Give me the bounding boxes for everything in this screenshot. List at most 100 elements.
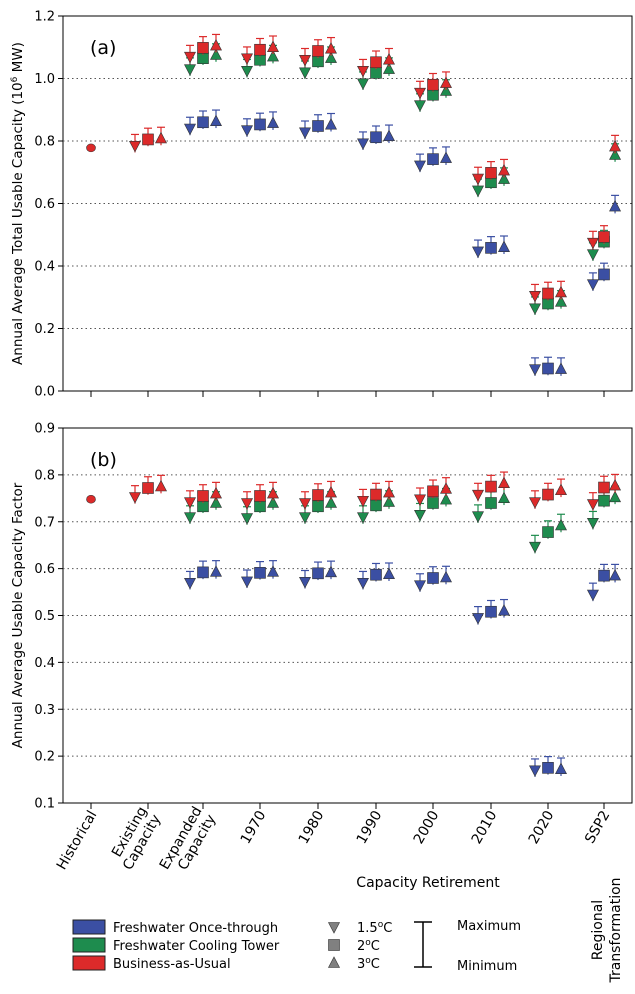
legend-warming: 1.5oC 2oC 3oC bbox=[328, 920, 392, 972]
data-point bbox=[440, 151, 452, 163]
x-tick-label: 2020 bbox=[526, 808, 558, 847]
data-point bbox=[184, 64, 196, 76]
data-point bbox=[555, 295, 567, 307]
data-point bbox=[267, 496, 279, 508]
data-point bbox=[241, 513, 253, 525]
data-point bbox=[414, 100, 426, 112]
data-point bbox=[142, 133, 154, 146]
data-point bbox=[325, 51, 337, 63]
data-point bbox=[155, 479, 167, 492]
data-point bbox=[299, 512, 311, 524]
legend-series: Freshwater Once-through Freshwater Coolin… bbox=[72, 919, 280, 972]
data-point bbox=[472, 246, 484, 259]
legend-warming-label: 3oC bbox=[357, 956, 380, 972]
legend-swatch bbox=[72, 919, 106, 935]
y-tick-label: 0.1 bbox=[34, 797, 55, 812]
data-point bbox=[472, 489, 484, 502]
y-tick-label: 0.0 bbox=[34, 385, 55, 400]
data-point bbox=[299, 55, 311, 67]
data-point bbox=[485, 480, 497, 493]
data-point bbox=[299, 498, 311, 510]
data-point bbox=[383, 62, 395, 74]
y-axis-label: Annual Average Usable Capacity Factor bbox=[10, 482, 26, 748]
data-point bbox=[299, 67, 311, 79]
data-point bbox=[357, 495, 369, 508]
legend-warming-marker bbox=[328, 956, 340, 968]
data-point bbox=[357, 78, 369, 90]
data-point bbox=[241, 125, 253, 137]
data-point bbox=[498, 240, 510, 252]
data-point bbox=[254, 567, 266, 579]
x-tick-label: ExistingCapacity bbox=[106, 804, 164, 873]
data-point bbox=[241, 498, 253, 510]
data-point bbox=[197, 490, 209, 502]
data-point bbox=[370, 56, 382, 69]
data-point bbox=[299, 127, 311, 139]
data-point bbox=[267, 565, 279, 577]
data-point bbox=[357, 577, 369, 590]
data-point bbox=[155, 131, 167, 144]
data-point bbox=[609, 199, 622, 212]
data-point bbox=[440, 482, 452, 494]
legend-warming-marker bbox=[328, 922, 340, 934]
y-tick-label: 0.2 bbox=[34, 750, 55, 765]
data-point bbox=[210, 38, 222, 51]
data-point bbox=[241, 53, 253, 65]
data-point bbox=[210, 496, 222, 508]
data-point bbox=[312, 45, 324, 57]
data-point bbox=[210, 114, 222, 127]
x-tick-label: ExpandedCapacity bbox=[157, 804, 220, 881]
data-point bbox=[414, 87, 426, 100]
data-point bbox=[555, 285, 567, 298]
data-point bbox=[383, 495, 395, 507]
data-point bbox=[267, 49, 279, 62]
data-point bbox=[472, 613, 484, 625]
data-point bbox=[609, 139, 622, 152]
data-point bbox=[325, 496, 337, 508]
y-tick-label: 1.2 bbox=[34, 10, 55, 25]
data-point bbox=[440, 493, 452, 505]
y-tick-label: 0.7 bbox=[34, 515, 55, 530]
xlabel-regional-transformation: Regional Transformation bbox=[590, 877, 624, 983]
data-point bbox=[254, 43, 266, 56]
y-tick-label: 0.6 bbox=[34, 562, 55, 577]
data-point bbox=[529, 541, 541, 554]
data-point bbox=[299, 577, 311, 589]
data-point bbox=[370, 488, 382, 501]
data-point bbox=[427, 572, 439, 584]
panel-label: (b) bbox=[90, 449, 117, 471]
data-point bbox=[555, 483, 567, 496]
xlabel-regional-line1: Regional bbox=[590, 900, 606, 960]
data-point bbox=[414, 580, 426, 592]
data-point bbox=[598, 569, 610, 582]
data-point bbox=[440, 76, 452, 88]
panel-a: 0.0 0.2 0.4 0.6 0.8 1.0 1.2 (a) Annual Average T… bbox=[10, 10, 633, 400]
data-point bbox=[129, 140, 141, 153]
data-point bbox=[312, 500, 324, 513]
data-point bbox=[184, 512, 196, 524]
x-tick-label: SSP2 bbox=[582, 808, 613, 846]
xlabel-regional-line2: Transformation bbox=[608, 877, 624, 983]
data-point bbox=[472, 511, 484, 523]
data-point bbox=[312, 567, 324, 580]
data-point bbox=[542, 762, 554, 774]
legend-series-label: Business-as-Usual bbox=[113, 957, 231, 972]
data-point bbox=[529, 303, 541, 315]
data-point bbox=[498, 491, 510, 504]
data-point bbox=[498, 604, 510, 616]
data-point bbox=[609, 148, 622, 160]
panel-label: (a) bbox=[90, 37, 116, 59]
y-tick-label: 0.5 bbox=[34, 609, 55, 624]
x-axis: Historical ExistingCapacityExpandedCapaci… bbox=[54, 391, 613, 881]
data-point bbox=[555, 762, 567, 774]
data-point bbox=[241, 65, 253, 78]
data-point bbox=[383, 129, 395, 142]
data-point bbox=[267, 40, 279, 52]
data-point bbox=[414, 494, 426, 506]
data-point bbox=[357, 138, 369, 150]
data-point bbox=[542, 488, 554, 501]
legend-series-label: Freshwater Cooling Tower bbox=[113, 939, 280, 954]
legend-range: Maximum Minimum bbox=[414, 919, 521, 974]
data-point bbox=[325, 565, 337, 578]
legend-warming-label: 2oC bbox=[357, 938, 380, 954]
